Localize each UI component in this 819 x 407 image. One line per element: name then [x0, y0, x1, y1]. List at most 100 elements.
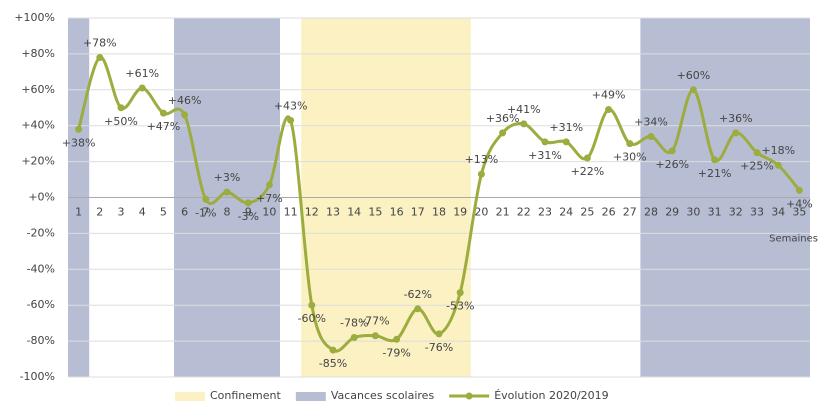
x-tick-label: 4: [139, 206, 146, 219]
point: [244, 199, 252, 207]
point: [371, 332, 379, 340]
x-tick-label: 22: [517, 206, 531, 219]
y-tick-label: +80%: [21, 47, 55, 60]
data-label: +36%: [486, 112, 520, 125]
point: [329, 346, 337, 354]
x-tick-label: 34: [771, 206, 785, 219]
y-tick-label: -60%: [27, 298, 55, 311]
x-tick-label: 27: [623, 206, 637, 219]
point: [689, 86, 697, 94]
data-label: +36%: [719, 112, 753, 125]
point: [308, 301, 316, 309]
point: [96, 53, 104, 61]
point: [223, 188, 231, 196]
data-label: -79%: [382, 346, 410, 359]
point: [117, 104, 125, 112]
data-label: +50%: [104, 115, 138, 128]
point: [605, 106, 613, 114]
x-tick-label: 1: [75, 206, 82, 219]
x-tick-label: 7: [202, 206, 209, 219]
data-label: +46%: [168, 94, 202, 107]
data-label: +25%: [740, 160, 774, 173]
x-tick-label: 25: [580, 206, 594, 219]
point: [393, 335, 401, 343]
x-tick-label: 5: [160, 206, 167, 219]
x-tick-label: 21: [496, 206, 510, 219]
point: [520, 120, 528, 128]
data-label: +18%: [761, 144, 795, 157]
x-tick-label: 18: [432, 206, 446, 219]
point: [711, 156, 719, 164]
point: [499, 129, 507, 137]
x-tick-label: 11: [284, 206, 298, 219]
x-tick-label: 31: [708, 206, 722, 219]
line: [77, 55, 801, 353]
point: [732, 129, 740, 137]
data-label: +34%: [634, 115, 668, 128]
x-tick-label: 32: [729, 206, 743, 219]
x-tick-label: 26: [602, 206, 616, 219]
x-tick-label: 13: [326, 206, 340, 219]
data-label: +4%: [786, 197, 813, 210]
point: [202, 195, 210, 203]
data-label: -62%: [404, 288, 432, 301]
legend-label: Vacances scolaires: [331, 389, 435, 402]
data-label: +3%: [214, 171, 241, 184]
legend-swatch: [295, 392, 326, 401]
y-tick-label: +40%: [21, 119, 55, 132]
y-tick-label: +0%: [28, 191, 55, 204]
x-tick-label: 23: [538, 206, 552, 219]
data-label: -3%: [237, 210, 258, 223]
x-tick-label: 12: [305, 206, 319, 219]
point: [350, 334, 358, 342]
data-label: +78%: [83, 36, 117, 49]
y-tick-label: +100%: [14, 11, 55, 24]
y-tick-label: -40%: [27, 262, 55, 275]
data-label: -78%: [340, 317, 368, 330]
x-tick-label: 6: [181, 206, 188, 219]
x-tick-label: 20: [474, 206, 488, 219]
y-tick-label: +20%: [21, 155, 55, 168]
point: [626, 140, 634, 148]
point: [456, 289, 464, 297]
data-label: +61%: [125, 67, 159, 80]
point: [774, 161, 782, 169]
point: [265, 181, 273, 189]
point: [435, 330, 443, 338]
point: [477, 170, 485, 178]
data-label: +47%: [147, 120, 181, 133]
legend-swatch: [175, 392, 205, 401]
y-tick-label: +60%: [21, 83, 55, 96]
point: [753, 149, 761, 157]
point: [287, 116, 295, 124]
x-tick-label: 15: [368, 206, 382, 219]
point: [583, 154, 591, 162]
data-label: +22%: [571, 165, 605, 178]
data-label: -60%: [298, 312, 326, 325]
point: [138, 84, 146, 92]
x-tick-label: 8: [224, 206, 231, 219]
point: [181, 111, 189, 119]
legend-label: Évolution 2020/2019: [494, 389, 608, 402]
x-tick-label: 14: [347, 206, 361, 219]
data-label: +49%: [592, 89, 626, 102]
point: [795, 186, 803, 194]
x-tick-label: 35: [792, 206, 806, 219]
data-label: +21%: [698, 167, 732, 180]
data-label: +30%: [613, 151, 647, 164]
data-label: -76%: [425, 341, 453, 354]
data-label: +7%: [256, 192, 283, 205]
x-tick-label: 19: [453, 206, 467, 219]
x-axis-label: Semaines: [769, 234, 818, 245]
x-tick-label: 30: [686, 206, 700, 219]
y-tick-label: -100%: [20, 370, 55, 383]
x-tick-label: 24: [559, 206, 573, 219]
legend-marker: [465, 392, 473, 400]
data-label: +38%: [62, 136, 96, 149]
data-label: +31%: [549, 121, 583, 134]
point: [414, 305, 422, 313]
point: [647, 132, 655, 140]
x-tick-label: 29: [665, 206, 679, 219]
point: [562, 138, 570, 146]
